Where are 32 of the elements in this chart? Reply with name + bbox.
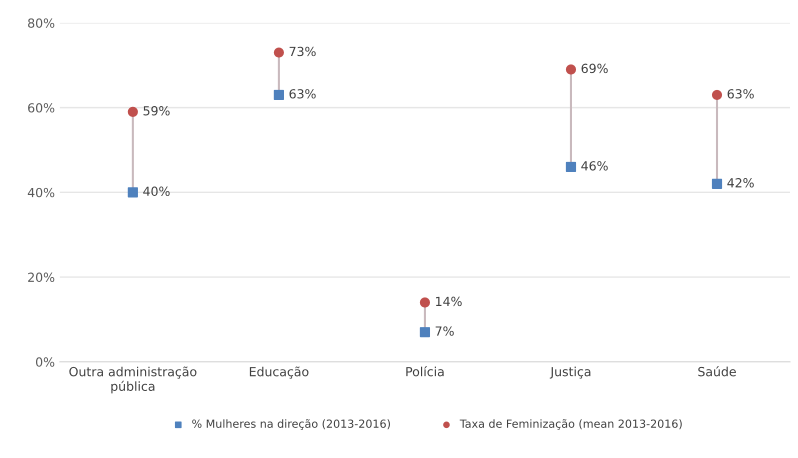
data-label: 46%: [581, 161, 608, 171]
point: [566, 162, 576, 172]
data-label: 14%: [436, 296, 462, 306]
data-label: 63%: [289, 89, 316, 99]
x-tick-label: Polícia: [406, 366, 444, 376]
point: [712, 90, 722, 100]
legend-label: Taxa de Feminização (mean 2013-2016): [460, 419, 682, 430]
data-label: 42%: [727, 178, 754, 188]
y-tick-label: 40%: [28, 188, 54, 198]
point: [274, 47, 284, 58]
data-label: 73%: [290, 46, 316, 56]
point: [128, 106, 138, 117]
legend-label: % Mulheres na direção (2013-2016): [192, 419, 390, 430]
data-label: 59%: [144, 106, 170, 116]
point: [420, 327, 430, 338]
data-label: 63%: [728, 89, 754, 99]
y-tick-label: 20%: [28, 272, 54, 282]
point: [128, 187, 138, 198]
x-tick-label: Justiça: [550, 366, 590, 379]
x-tick-label: Outra administração pública: [69, 366, 196, 394]
y-tick-label: 0%: [36, 357, 54, 367]
point: [566, 64, 576, 75]
data-label: 69%: [582, 64, 608, 74]
point: [712, 178, 722, 189]
data-label: 40%: [143, 186, 170, 196]
y-tick-label: 60%: [28, 103, 54, 113]
x-tick-label: Educação: [250, 366, 308, 379]
point: [420, 297, 430, 308]
y-tick-label: 80%: [28, 18, 54, 28]
x-tick-label: Saúde: [698, 366, 736, 376]
point: [274, 90, 284, 100]
data-label: 7%: [436, 326, 454, 336]
